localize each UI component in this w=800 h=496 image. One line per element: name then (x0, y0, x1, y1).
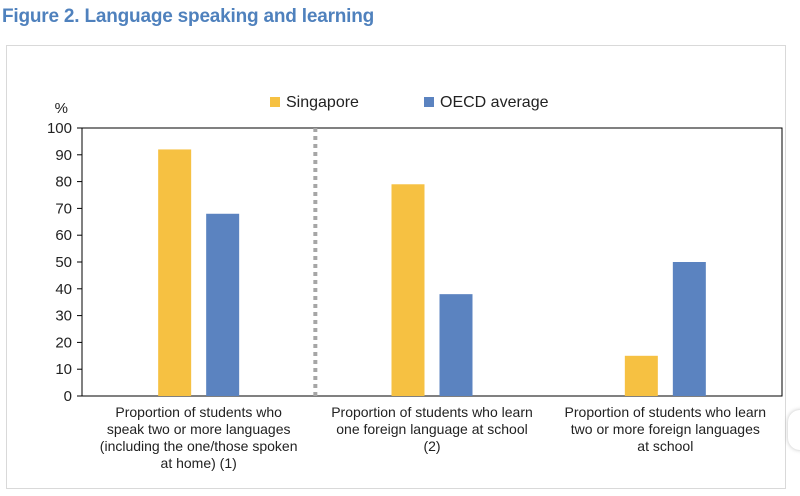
legend-label-1: Singapore (286, 94, 359, 111)
y-tick-label: 20 (55, 334, 72, 351)
x-category-label-line: (including the one/those spoken (99, 438, 298, 454)
y-tick-label: 10 (55, 361, 72, 378)
y-tick-label: 80 (55, 174, 72, 191)
scroll-handle[interactable] (788, 410, 800, 450)
legend-swatch-2 (424, 97, 434, 107)
x-category-label-line: at school (637, 438, 694, 454)
bar-singapore-1 (158, 149, 192, 396)
bar-singapore-2 (391, 184, 425, 396)
y-tick-label: 100 (47, 120, 72, 137)
bar-oecd-average-1 (206, 213, 240, 396)
y-tick-label: 90 (55, 147, 72, 164)
legend-label-2: OECD average (440, 94, 549, 111)
bar-singapore-3 (624, 355, 658, 396)
x-category-label-1: Proportion of students who speak two or m… (83, 404, 315, 472)
x-category-label-3: Proportion of students who learn two or m… (549, 404, 781, 455)
x-category-label-line: (2) (423, 438, 441, 454)
y-axis-label: % (55, 100, 68, 117)
chart-legend: Singapore OECD average (270, 94, 549, 111)
bar-oecd-average-2 (439, 294, 473, 396)
x-category-label-line: Proportion of students who learn (564, 404, 767, 420)
x-category-label-line: two or more foreign languages (570, 421, 760, 437)
y-tick-label: 30 (55, 308, 72, 325)
x-category-label-line: at home) (1) (160, 455, 237, 471)
chart-axes: 0 10 20 30 40 50 60 70 80 90 100% (47, 100, 783, 405)
y-tick-label: 70 (55, 200, 72, 217)
y-tick-label: 40 (55, 281, 72, 298)
chart-bars (158, 149, 706, 396)
x-category-label-line: Proportion of students who (115, 404, 282, 420)
y-tick-label: 0 (64, 388, 72, 405)
bar-oecd-average-3 (672, 262, 706, 396)
x-category-label-line: one foreign language at school (336, 421, 528, 437)
x-category-label-line: speak two or more languages (106, 421, 291, 437)
y-tick-label: 60 (55, 227, 72, 244)
legend-swatch-1 (270, 97, 280, 107)
y-tick-label: 50 (55, 254, 72, 271)
x-category-label-2: Proportion of students who learn one fore… (316, 404, 548, 455)
figure-title: Figure 2. Language speaking and learning (2, 6, 375, 27)
x-category-label-line: Proportion of students who learn (331, 404, 533, 420)
